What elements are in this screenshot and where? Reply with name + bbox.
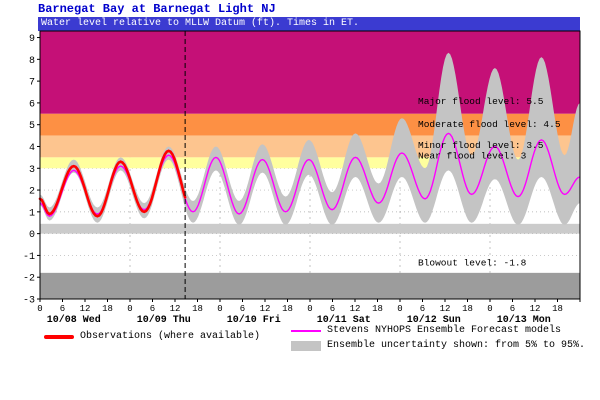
y-tick-label: 7 (29, 78, 35, 89)
y-tick-label: -3 (23, 296, 35, 307)
day-label: 10/12 Sun (407, 314, 461, 326)
x-tick-label: 18 (372, 304, 383, 314)
legend-forecast-label: Stevens NYHOPS Ensemble Forecast models (327, 325, 562, 336)
x-tick-label: 6 (420, 304, 425, 314)
band-blowout (40, 272, 580, 299)
day-label: 10/09 Thu (137, 314, 191, 326)
day-label: 10/13 Mon (497, 314, 551, 326)
observations-line-swatch (44, 334, 74, 339)
legend-uncertainty: Ensemble uncertainty shown: from 5% to 9… (291, 340, 585, 351)
x-tick-label: 18 (282, 304, 293, 314)
day-label: 10/11 Sat (317, 314, 371, 326)
x-tick-label: 18 (102, 304, 113, 314)
x-tick-label: 0 (127, 304, 132, 314)
x-tick-label: 6 (240, 304, 245, 314)
page-title: Barnegat Bay at Barnegat Light NJ (38, 2, 276, 16)
flood-level-label: Moderate flood level: 4.5 (418, 119, 561, 130)
x-tick-label: 18 (192, 304, 203, 314)
x-tick-label: 6 (60, 304, 65, 314)
y-tick-label: 4 (29, 143, 35, 154)
legend-forecast: Stevens NYHOPS Ensemble Forecast models (291, 325, 561, 336)
y-tick-label: 9 (29, 34, 35, 45)
y-tick-label: -1 (23, 252, 35, 263)
day-label: 10/08 Wed (47, 314, 101, 326)
legend-observations-label: Observations (where available) (80, 331, 261, 342)
forecast-line-swatch (291, 329, 321, 332)
x-tick-label: 18 (552, 304, 563, 314)
x-tick-label: 12 (170, 304, 181, 314)
x-tick-label: 18 (462, 304, 473, 314)
x-tick-label: 12 (440, 304, 451, 314)
flood-level-label: Minor flood level: 3.5 (418, 140, 544, 151)
x-tick-label: 0 (37, 304, 42, 314)
flood-level-label: Blowout level: -1.8 (418, 257, 527, 268)
subtitle-text: Water level relative to MLLW Datum (ft).… (41, 18, 360, 29)
observations-line (38, 149, 187, 218)
y-tick-label: 6 (29, 99, 35, 110)
y-tick-label: 5 (29, 121, 35, 132)
x-tick-label: 12 (350, 304, 361, 314)
y-tick-label: 3 (29, 165, 35, 176)
uncertainty-band (40, 52, 580, 225)
x-tick-label: 12 (80, 304, 91, 314)
y-tick-label: 1 (29, 208, 35, 219)
uncertainty-band-swatch (291, 340, 321, 351)
flood-level-label: Major flood level: 5.5 (418, 96, 544, 107)
x-tick-label: 0 (487, 304, 492, 314)
subtitle-bar: Water level relative to MLLW Datum (ft).… (38, 17, 580, 31)
x-tick-label: 12 (530, 304, 541, 314)
flood-level-label: Near flood level: 3 (418, 151, 527, 162)
y-tick-label: 2 (29, 187, 35, 198)
x-tick-label: 0 (217, 304, 222, 314)
legend-observations: Observations (where available) (44, 331, 260, 342)
day-label: 10/10 Fri (227, 314, 281, 326)
x-tick-label: 6 (510, 304, 515, 314)
x-tick-label: 6 (330, 304, 335, 314)
x-tick-label: 6 (150, 304, 155, 314)
legend-uncertainty-label: Ensemble uncertainty shown: from 5% to 9… (327, 340, 586, 351)
y-tick-label: -2 (23, 274, 35, 285)
band-datum-stripe (40, 223, 580, 234)
x-tick-label: 12 (260, 304, 271, 314)
x-tick-label: 0 (397, 304, 402, 314)
y-tick-label: 8 (29, 56, 35, 67)
y-tick-label: 0 (29, 230, 35, 241)
x-tick-label: 0 (307, 304, 312, 314)
